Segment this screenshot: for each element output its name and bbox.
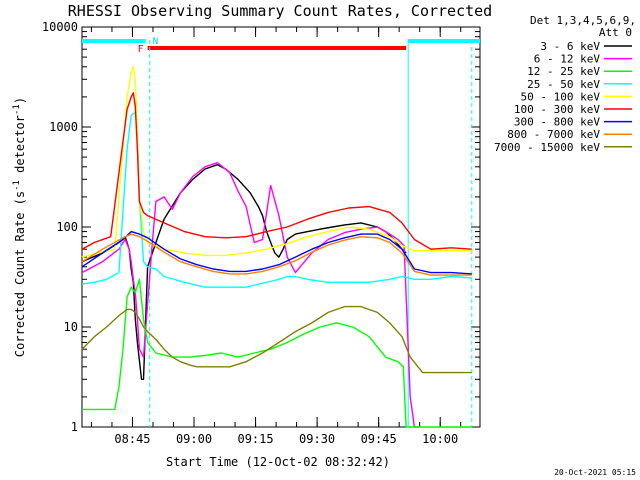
series-line [81,163,407,380]
y-tick-label: 100 [56,220,78,234]
y-tick-label: 1000 [49,120,78,134]
y-axis-label: Corrected Count Rate (s-1 detector-1) [12,97,27,357]
footer-date: 20-Oct-2021 05:15 [554,468,636,477]
y-tick-label: 1 [71,420,78,434]
x-tick-label: 08:45 [114,432,150,446]
x-tick-label: 09:00 [176,432,212,446]
legend-header-line-2: Att 0 [599,26,632,39]
observing-annotations: F N [82,37,480,427]
series-line [81,230,472,275]
series-line [82,278,472,428]
x-axis-ticks: 08:45 09:00 09:15 09:30 09:45 10:00 [90,27,462,446]
legend-entry-label: 6 - 12 keV [534,53,601,66]
legend-header-line-1: Det 1,3,4,5,6,9, [530,14,636,27]
x-tick-label: 09:15 [237,432,273,446]
legend-entry-label: 25 - 50 keV [527,78,600,91]
y-tick-label: 10 [64,320,78,334]
flare-marker-label: F [138,44,144,55]
series-line [81,233,472,276]
y-axis-ticks: 1 10 100 1000 10000 [42,20,480,434]
legend-entry-label: 300 - 800 keV [514,116,600,129]
saa-marker-label: N [153,37,158,47]
legend-entry-label: 3 - 6 keV [540,40,600,53]
series-line [81,111,472,288]
x-tick-label: 09:45 [361,432,397,446]
series-line [81,92,472,250]
x-axis-label: Start Time (12-Oct-02 08:32:42) [166,455,390,469]
series-line [81,305,472,374]
legend-entry-label: 800 - 7000 keV [507,128,600,141]
legend-entry-label: 100 - 300 keV [514,103,600,116]
y-tick-label: 10000 [42,20,78,34]
series-line [81,161,419,428]
series-lines [81,66,472,428]
legend-entry-label: 50 - 100 keV [521,90,601,103]
series-line [81,66,472,258]
x-tick-label: 09:30 [299,432,335,446]
x-tick-label: 10:00 [422,432,458,446]
legend-entry-label: 7000 - 15000 keV [494,141,600,154]
chart-title: RHESSI Observing Summary Count Rates, Co… [68,2,492,20]
legend-entry-label: 12 - 25 keV [527,65,600,78]
